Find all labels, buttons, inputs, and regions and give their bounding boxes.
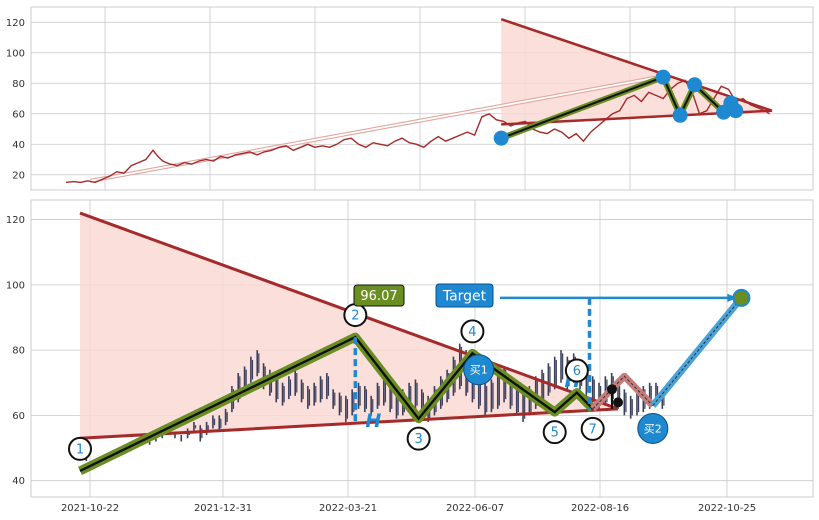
price-label: 96.07 bbox=[360, 289, 397, 304]
pivot-label: 3 bbox=[414, 432, 422, 447]
overview-chart: 20 40 60 80 100 120 bbox=[6, 6, 814, 191]
pivot-label-circle bbox=[542, 420, 567, 445]
detail-chart: 2021-10-22 2021-12-31 2022-03-21 2022-06-07… bbox=[6, 199, 814, 514]
projection-red-dash bbox=[592, 375, 654, 410]
y-tick-label: 100 bbox=[6, 48, 25, 59]
price-label-box bbox=[353, 284, 405, 307]
pivot-point bbox=[728, 103, 744, 119]
price-line bbox=[65, 79, 770, 184]
y-tick-label: 100 bbox=[6, 280, 25, 291]
pivot-label: 2 bbox=[351, 309, 359, 324]
y-tick-label: 80 bbox=[12, 79, 25, 90]
y-tick-label: 40 bbox=[12, 476, 25, 487]
buy2-marker bbox=[637, 412, 669, 444]
x-tick-label: 2022-03-21 bbox=[319, 503, 377, 514]
y-tick-label: 20 bbox=[12, 170, 25, 181]
y-tick-label: 40 bbox=[12, 140, 25, 151]
target-point bbox=[732, 288, 751, 307]
x-tick-label: 2021-12-31 bbox=[194, 503, 252, 514]
y-tick-label: 120 bbox=[6, 18, 25, 29]
pivot-point bbox=[493, 130, 509, 146]
y-tick-label: 60 bbox=[12, 411, 25, 422]
triangle-fill bbox=[501, 19, 772, 125]
pivot-label: 1 bbox=[76, 442, 84, 457]
triangle-upper-line bbox=[500, 18, 773, 112]
pivot-label: 5 bbox=[551, 426, 559, 441]
target-label-box bbox=[435, 283, 494, 308]
y-tick-label: 80 bbox=[12, 346, 25, 357]
buy1-marker bbox=[463, 354, 495, 386]
x-tick-label: 2022-08-16 bbox=[571, 503, 629, 514]
triangle-lower-line bbox=[79, 407, 619, 440]
buy1-label: 买1 bbox=[470, 364, 488, 377]
pivot-label: 6 bbox=[573, 364, 581, 379]
pivot-point bbox=[655, 69, 671, 85]
projection-blue-dash bbox=[652, 297, 742, 406]
x-tick-label: 2022-10-25 bbox=[698, 503, 756, 514]
pivot-label-circle bbox=[406, 426, 431, 451]
buy2-label: 买2 bbox=[644, 422, 662, 435]
target-label: Target bbox=[442, 289, 487, 305]
pivot-label-circle bbox=[564, 358, 589, 383]
pivot-label-circle bbox=[68, 436, 92, 461]
marker-dot bbox=[613, 397, 623, 408]
pivot-label-circle bbox=[460, 319, 485, 344]
trend-arrow-inner bbox=[90, 76, 659, 182]
pivot-label: 4 bbox=[468, 325, 476, 340]
pivot-label: 7 bbox=[589, 422, 597, 437]
y-tick-label: 120 bbox=[6, 215, 25, 226]
x-tick-label: 2021-10-22 bbox=[61, 503, 119, 514]
y-tick-label: 60 bbox=[12, 109, 25, 120]
pivot-point bbox=[687, 77, 703, 93]
height-label: H bbox=[365, 410, 381, 432]
pivot-point bbox=[672, 107, 688, 123]
x-tick-label: 2022-06-07 bbox=[446, 503, 504, 514]
pivot-label-circle bbox=[580, 416, 605, 441]
